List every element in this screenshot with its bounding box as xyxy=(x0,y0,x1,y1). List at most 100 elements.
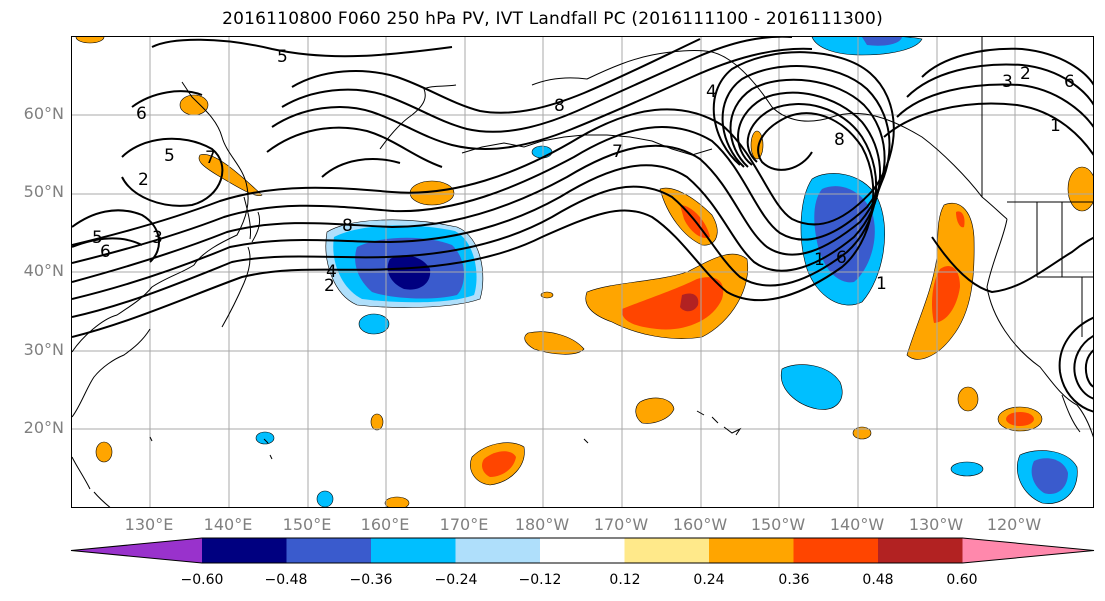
positive-anomaly-small-e xyxy=(95,441,113,463)
negative-anomaly-small-4 xyxy=(531,145,553,159)
colorbar-tick: 0.12 xyxy=(609,572,641,588)
figure-title: 2016110800 F060 250 hPa PV, IVT Landfall… xyxy=(222,9,883,29)
colorbar-tick: 0.24 xyxy=(693,572,725,588)
lon-label-160e: 160°E xyxy=(360,515,410,534)
colorbar-tick: −0.36 xyxy=(349,572,393,588)
map-canvas: 5 6 5 2 3 5 6 7 8 4 2 8 7 4 8 1 6 1 2 3 … xyxy=(72,37,1093,507)
pv-contour-cutoff-2 xyxy=(1073,335,1093,400)
contour-label: 6 xyxy=(100,242,111,262)
colorbar-tick: 0.48 xyxy=(862,572,894,588)
colorbar-tick: −0.60 xyxy=(180,572,224,588)
lat-label-50n: 50°N xyxy=(23,182,64,201)
positive-anomaly-siberia xyxy=(179,94,209,116)
lon-label-140e: 140°E xyxy=(203,515,253,534)
contour-label: 2 xyxy=(1020,64,1031,84)
pv-contour-4 xyxy=(72,78,886,283)
colorbar-extend-low xyxy=(71,538,202,563)
positive-anomaly-plume-center xyxy=(680,293,699,312)
lon-label-130w: 130°W xyxy=(908,515,964,534)
lat-label-40n: 40°N xyxy=(23,261,64,280)
colorbar-extend-high xyxy=(962,538,1094,563)
contour-label: 5 xyxy=(92,228,103,248)
contour-label: 8 xyxy=(342,216,353,236)
positive-anomaly-small-d xyxy=(384,496,410,507)
pv-contour-cutoff-1 xyxy=(1058,316,1093,413)
colorbar-cell xyxy=(793,538,879,563)
negative-anomaly-small-2 xyxy=(950,461,984,477)
colorbar-tick: −0.48 xyxy=(264,572,308,588)
islands-small xyxy=(149,436,589,460)
pv-contour-ridge-3 xyxy=(896,83,1093,128)
alaska-coast xyxy=(531,50,1008,220)
pv-contour-1-right xyxy=(931,236,1093,294)
colorbar-outline xyxy=(70,537,1095,564)
contour-label: 6 xyxy=(1064,72,1075,92)
pv-contour-ridge-4 xyxy=(883,102,1093,156)
positive-anomaly-band xyxy=(524,331,585,355)
pv-contour-west-4 xyxy=(72,237,143,248)
colorbar-cell xyxy=(202,538,287,563)
baja xyxy=(1061,394,1081,433)
lon-label-160w: 160°W xyxy=(672,515,728,534)
colorbar-cells xyxy=(70,537,1095,564)
colorbar-cell xyxy=(709,538,794,563)
colorbar-tick: −0.12 xyxy=(518,572,562,588)
hawaii xyxy=(696,410,742,436)
contour-label: 1 xyxy=(814,250,825,270)
pv-contour-6 xyxy=(72,51,895,246)
colorbar xyxy=(70,537,1095,564)
contour-label: 4 xyxy=(706,82,717,102)
us-borders xyxy=(981,37,1093,337)
korea-china-coast xyxy=(72,328,151,418)
positive-anomaly-mid xyxy=(635,397,675,424)
pv-contour-upper-1 xyxy=(271,47,813,150)
positive-anomaly-small-g xyxy=(540,291,554,299)
map-panel: 5 6 5 2 3 5 6 7 8 4 2 8 7 4 8 1 6 1 2 3 … xyxy=(71,36,1094,508)
aleutians xyxy=(461,134,713,156)
colorbar-cell xyxy=(878,538,963,563)
pv-contour-5 xyxy=(72,65,891,264)
lon-label-170e: 170°E xyxy=(439,515,489,534)
lon-label-120w: 120°W xyxy=(986,515,1042,534)
positive-anomaly-small-f xyxy=(75,37,105,44)
contour-label: 6 xyxy=(136,104,147,124)
colorbar-tick: 0.36 xyxy=(778,572,810,588)
lon-label-180w: 180°W xyxy=(514,515,570,534)
contour-label: 3 xyxy=(1002,72,1013,92)
asia-coast xyxy=(72,81,249,353)
negative-anomaly-small-5 xyxy=(316,490,334,507)
north-america-coast xyxy=(986,218,1093,438)
lat-label-30n: 30°N xyxy=(23,340,64,359)
colorbar-cell xyxy=(540,538,625,563)
positive-anomaly-south-core xyxy=(482,451,516,477)
contour-label: 3 xyxy=(152,228,163,248)
positive-anomaly-plume-core xyxy=(621,277,724,330)
pv-contour-west-2 xyxy=(121,137,224,207)
pv-contour-upper-4 xyxy=(266,126,443,168)
negative-anomaly-se-core xyxy=(1031,458,1068,495)
negative-anomaly-top-core xyxy=(862,37,902,46)
negative-anomaly-small-1 xyxy=(358,313,390,335)
pv-contour-west-3 xyxy=(72,209,161,263)
japan xyxy=(221,196,261,328)
pv-contour-upper-3 xyxy=(291,38,701,114)
pv-contours xyxy=(72,37,1093,413)
pv-contour-upper-5 xyxy=(321,158,401,178)
lon-label-130e: 130°E xyxy=(124,515,174,534)
colorbar-cell xyxy=(455,538,541,563)
contour-label: 6 xyxy=(836,248,847,268)
negative-anomaly-subtropic xyxy=(780,364,843,410)
contour-label: 2 xyxy=(138,170,149,190)
pv-contour-1 xyxy=(72,112,875,338)
colorbar-cell xyxy=(371,538,456,563)
lon-label-140w: 140°W xyxy=(829,515,885,534)
lon-label-150e: 150°E xyxy=(282,515,332,534)
contour-label: 4 xyxy=(326,262,337,282)
lat-label-60n: 60°N xyxy=(23,104,64,123)
pv-contour-upper-2 xyxy=(281,37,792,133)
pv-contour-ridge-2 xyxy=(906,63,1093,106)
pv-contour-cutoff-3 xyxy=(1084,349,1093,388)
pv-contour-2 xyxy=(72,103,878,318)
contour-label: 1 xyxy=(876,274,887,294)
philippines xyxy=(72,456,111,507)
